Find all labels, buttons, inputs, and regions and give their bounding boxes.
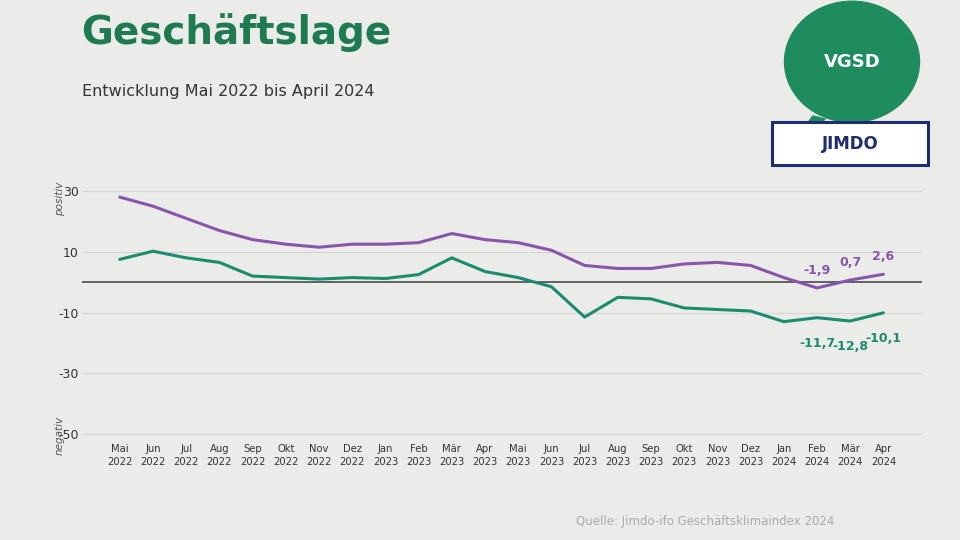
FancyBboxPatch shape	[772, 122, 928, 165]
Text: -1,9: -1,9	[804, 264, 830, 277]
Text: JIMDO: JIMDO	[822, 135, 878, 153]
Text: VGSD: VGSD	[824, 53, 880, 71]
Text: 0,7: 0,7	[839, 256, 861, 269]
Text: -12,8: -12,8	[832, 341, 868, 354]
Text: negativ: negativ	[55, 416, 65, 455]
Text: -10,1: -10,1	[865, 332, 901, 345]
Circle shape	[784, 1, 920, 122]
Text: Entwicklung Mai 2022 bis April 2024: Entwicklung Mai 2022 bis April 2024	[82, 84, 374, 99]
Text: 2,6: 2,6	[873, 250, 895, 263]
Text: Quelle: Jimdo-ifo Geschäftsklimaindex 2024: Quelle: Jimdo-ifo Geschäftsklimaindex 20…	[576, 515, 834, 528]
Text: -11,7: -11,7	[799, 337, 835, 350]
Text: positiv: positiv	[55, 182, 65, 217]
Text: Geschäftslage: Geschäftslage	[82, 14, 392, 52]
Polygon shape	[799, 116, 826, 135]
